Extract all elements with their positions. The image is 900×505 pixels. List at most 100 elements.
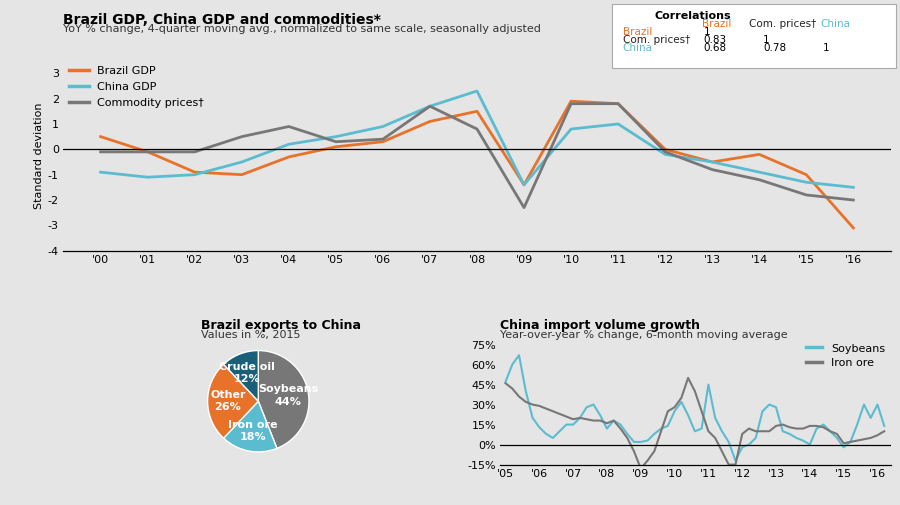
China GDP <box>142 174 153 180</box>
Line: China GDP: China GDP <box>101 91 853 187</box>
Brazil GDP <box>472 108 482 114</box>
Wedge shape <box>258 350 309 448</box>
Iron ore <box>770 423 781 429</box>
Brazil GDP <box>754 152 765 158</box>
Legend: Brazil GDP, China GDP, Commodity prices†: Brazil GDP, China GDP, Commodity prices† <box>68 66 204 108</box>
Wedge shape <box>223 350 258 401</box>
Legend: Soybeans, Iron ore: Soybeans, Iron ore <box>806 343 886 368</box>
Commodity prices† <box>425 103 436 109</box>
Text: Brazil GDP, China GDP and commodities*: Brazil GDP, China GDP and commodities* <box>63 13 381 27</box>
Brazil GDP <box>330 144 341 150</box>
Iron ore <box>635 466 646 472</box>
Brazil GDP <box>95 134 106 140</box>
Soybeans <box>608 418 619 424</box>
Text: 1: 1 <box>704 27 710 37</box>
Text: Iron ore
18%: Iron ore 18% <box>228 420 277 442</box>
China GDP <box>613 121 624 127</box>
Brazil GDP <box>706 159 717 165</box>
Wedge shape <box>208 364 258 438</box>
Text: YoY % change, 4-quarter moving avg., normalized to same scale, seasonally adjust: YoY % change, 4-quarter moving avg., nor… <box>63 24 541 34</box>
Line: Brazil GDP: Brazil GDP <box>101 101 853 228</box>
Commodity prices† <box>142 149 153 155</box>
Iron ore <box>778 422 788 428</box>
China GDP <box>848 184 859 190</box>
Brazil GDP <box>284 154 294 160</box>
Soybeans <box>527 415 538 421</box>
Commodity prices† <box>706 167 717 173</box>
Commodity prices† <box>284 124 294 130</box>
Text: China: China <box>623 43 652 54</box>
Text: Year-over-year % change, 6-month moving average: Year-over-year % change, 6-month moving … <box>500 330 788 340</box>
Text: Values in %, 2015: Values in %, 2015 <box>202 330 301 340</box>
Brazil GDP <box>425 118 436 124</box>
Commodity prices† <box>330 139 341 145</box>
Text: Soybeans
44%: Soybeans 44% <box>258 384 319 407</box>
Text: 1: 1 <box>763 35 769 45</box>
Text: 0.78: 0.78 <box>763 43 787 54</box>
China GDP <box>754 169 765 175</box>
Wedge shape <box>223 401 277 452</box>
Commodity prices† <box>754 177 765 183</box>
Commodity prices† <box>660 149 670 155</box>
Text: Brazil: Brazil <box>702 19 732 29</box>
Text: China: China <box>821 19 850 29</box>
China GDP <box>189 172 200 178</box>
Commodity prices† <box>566 100 577 107</box>
Iron ore <box>520 399 531 405</box>
Commodity prices† <box>189 149 200 155</box>
Text: 0.83: 0.83 <box>704 35 727 45</box>
Text: Com. prices†: Com. prices† <box>623 35 690 45</box>
Commodity prices† <box>377 136 388 142</box>
Brazil GDP <box>613 100 624 107</box>
China GDP <box>425 103 436 109</box>
Brazil GDP <box>237 172 248 178</box>
Text: China import volume growth: China import volume growth <box>500 319 700 332</box>
Brazil GDP <box>189 169 200 175</box>
Soybeans <box>770 404 781 410</box>
China GDP <box>284 141 294 147</box>
Iron ore <box>601 420 612 426</box>
Text: Brazil: Brazil <box>623 27 652 37</box>
Brazil GDP <box>518 182 529 188</box>
Line: Soybeans: Soybeans <box>506 355 884 461</box>
Soybeans <box>500 379 511 385</box>
Line: Commodity prices†: Commodity prices† <box>101 104 853 208</box>
Brazil GDP <box>848 225 859 231</box>
Commodity prices† <box>518 205 529 211</box>
China GDP <box>95 169 106 175</box>
Soybeans <box>878 423 889 429</box>
Text: Brazil exports to China: Brazil exports to China <box>202 319 361 332</box>
Iron ore <box>683 375 694 381</box>
Soybeans <box>730 458 741 464</box>
Text: Other
26%: Other 26% <box>210 390 246 413</box>
Iron ore <box>514 393 525 399</box>
Brazil GDP <box>566 98 577 104</box>
China GDP <box>706 159 717 165</box>
Iron ore <box>878 428 889 434</box>
Iron ore <box>670 404 680 410</box>
China GDP <box>801 179 812 185</box>
China GDP <box>330 134 341 140</box>
Brazil GDP <box>142 149 153 155</box>
China GDP <box>566 126 577 132</box>
China GDP <box>472 88 482 94</box>
China GDP <box>518 182 529 188</box>
Line: Iron ore: Iron ore <box>506 378 884 469</box>
Soybeans <box>514 352 525 358</box>
Commodity prices† <box>848 197 859 203</box>
Y-axis label: Standard deviation: Standard deviation <box>33 103 43 209</box>
Soybeans <box>670 408 680 414</box>
Iron ore <box>500 380 511 386</box>
China GDP <box>237 159 248 165</box>
Commodity prices† <box>237 134 248 140</box>
Brazil GDP <box>377 139 388 145</box>
China GDP <box>660 152 670 158</box>
Text: Com. prices†: Com. prices† <box>749 19 816 29</box>
Brazil GDP <box>801 172 812 178</box>
Commodity prices† <box>472 126 482 132</box>
Commodity prices† <box>801 192 812 198</box>
Text: Crude oil
12%: Crude oil 12% <box>219 362 275 384</box>
Brazil GDP <box>660 146 670 153</box>
Text: 0.68: 0.68 <box>704 43 727 54</box>
China GDP <box>377 124 388 130</box>
